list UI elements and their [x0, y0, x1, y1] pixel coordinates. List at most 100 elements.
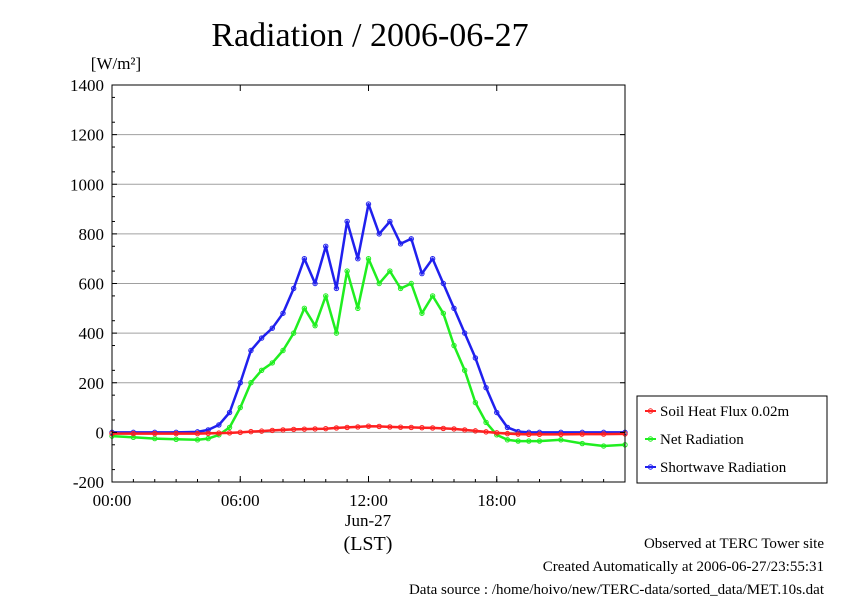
data-point	[472, 355, 479, 361]
data-point	[344, 268, 350, 274]
data-point	[258, 335, 265, 341]
data-point	[312, 280, 318, 287]
data-point	[504, 437, 511, 443]
data-point	[579, 440, 585, 447]
data-point	[216, 430, 222, 436]
legend-marker	[647, 464, 654, 470]
data-point	[472, 399, 479, 406]
data-point	[397, 424, 404, 430]
data-point	[387, 424, 393, 430]
legend-marker	[647, 408, 654, 414]
data-point	[248, 380, 254, 386]
data-point	[205, 427, 211, 433]
data-point	[344, 424, 350, 431]
series-line-2	[111, 257, 626, 448]
data-point	[536, 431, 543, 438]
data-point	[312, 322, 318, 329]
data-point	[515, 438, 521, 444]
data-point	[173, 436, 179, 443]
legend-label: Soil Heat Flux 0.02m	[660, 404, 790, 420]
y-tick-label: 1200	[70, 126, 104, 145]
data-point	[558, 437, 564, 443]
y-tick-label: 0	[96, 423, 105, 442]
data-point	[483, 429, 489, 435]
data-point	[323, 243, 329, 249]
data-point	[419, 270, 425, 277]
data-point	[301, 255, 308, 262]
data-point	[226, 409, 233, 416]
data-point	[600, 431, 607, 437]
footer-data-source: Data source : /home/hoivo/new/TERC-data/…	[408, 582, 824, 598]
data-point	[248, 347, 254, 354]
data-point	[429, 255, 436, 262]
data-point	[269, 427, 276, 434]
data-point	[483, 385, 489, 391]
y-tick-label: 200	[79, 374, 105, 393]
axis-ticks: -200 0 200 400 600 800 1000 1200 1400 00:00 06:00 1…	[70, 76, 625, 510]
data-point	[269, 360, 276, 366]
footer-created-timestamp: Created Automatically at 2006-06-27/23:5…	[542, 559, 824, 575]
legend: Soil Heat Flux 0.02m Net Radiation Shortwa…	[636, 395, 828, 484]
data-point	[376, 231, 382, 237]
data-point	[333, 330, 340, 336]
data-point	[365, 201, 372, 207]
x-tick-label: 06:00	[221, 491, 260, 510]
x-tick-label: 00:00	[93, 491, 132, 510]
legend-label: Net Radiation	[660, 432, 744, 448]
data-point	[387, 218, 393, 225]
y-tick-label: 1000	[70, 175, 104, 194]
data-point	[504, 424, 511, 431]
data-point	[526, 438, 532, 444]
data-point	[280, 427, 286, 433]
data-point	[483, 419, 489, 426]
data-point	[152, 430, 158, 437]
series-line-1	[112, 424, 626, 436]
data-point	[173, 430, 179, 437]
data-point	[323, 293, 329, 299]
data-point	[258, 367, 265, 374]
data-point	[290, 285, 297, 292]
chart-title: Radiation / 2006-06-27	[211, 17, 528, 54]
data-point	[451, 305, 457, 312]
data-point	[408, 424, 414, 431]
data-point	[355, 424, 361, 430]
data-point	[301, 426, 308, 432]
data-point	[408, 236, 414, 242]
data-point	[280, 347, 286, 354]
y-tick-label: -200	[73, 473, 104, 492]
data-point	[461, 330, 468, 336]
data-point	[323, 425, 329, 432]
data-point	[226, 430, 233, 436]
y-tick-label: 800	[79, 225, 105, 244]
data-point	[376, 280, 382, 287]
data-point	[312, 426, 318, 432]
data-point	[237, 404, 243, 411]
data-point	[461, 427, 468, 433]
x-tick-label: 12:00	[349, 491, 388, 510]
data-point	[526, 431, 532, 438]
data-point	[440, 425, 447, 432]
legend-label: Shortwave Radiation	[660, 460, 787, 476]
y-tick-label: 1400	[70, 76, 104, 95]
footer-observed-site: Observed at TERC Tower site	[643, 536, 824, 552]
data-point	[451, 426, 457, 432]
data-point	[152, 435, 158, 442]
data-point	[205, 430, 211, 437]
data-point	[205, 435, 211, 442]
data-point	[216, 422, 222, 428]
grid-lines	[112, 134, 625, 433]
data-point	[130, 430, 137, 437]
data-point	[344, 218, 350, 225]
data-point	[130, 434, 137, 441]
data-point	[419, 310, 425, 316]
data-point	[258, 428, 265, 434]
data-point	[269, 325, 276, 331]
data-point	[397, 241, 404, 247]
data-point	[194, 437, 201, 443]
data-point	[355, 255, 361, 262]
data-point	[333, 285, 340, 292]
data-point	[472, 428, 479, 434]
data-point	[429, 425, 436, 431]
data-point	[237, 429, 243, 436]
data-point	[600, 443, 607, 449]
